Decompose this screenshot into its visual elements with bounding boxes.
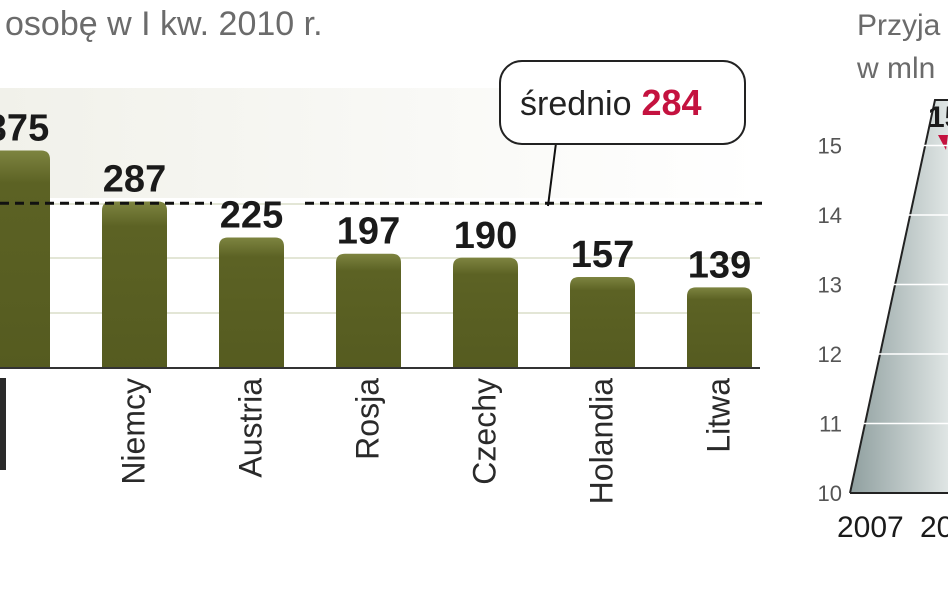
x-tick-label: 20 bbox=[920, 511, 948, 544]
y-tick-label: 15 bbox=[818, 134, 842, 159]
bar bbox=[102, 201, 167, 368]
bar bbox=[453, 257, 518, 368]
category-label: Rosja bbox=[350, 378, 386, 460]
bar-value-label: 197 bbox=[337, 211, 400, 253]
bar-value-label: 190 bbox=[454, 215, 517, 257]
average-indicator: średnio 284 bbox=[0, 60, 762, 207]
category-label: Litwa bbox=[701, 378, 737, 453]
area-outline bbox=[849, 99, 948, 494]
bar-value-label: 157 bbox=[571, 234, 634, 276]
bar-chart: osobę w I kw. 2010 r. 375 287 Niemcy 225 Aus… bbox=[0, 5, 762, 504]
peak-label: 15 bbox=[928, 101, 948, 134]
bars-group: 375 287 Niemcy 225 Austria 197 Rosja 190 Czechy 1… bbox=[0, 108, 752, 505]
bar bbox=[0, 150, 50, 368]
category-label: Holandia bbox=[584, 378, 620, 505]
chart-subtitle: w mln bbox=[856, 52, 935, 85]
category-label: Niemcy bbox=[116, 378, 152, 485]
category-label: Czechy bbox=[467, 378, 503, 485]
average-callout-pointer bbox=[547, 142, 557, 207]
y-tick-label: 14 bbox=[818, 203, 842, 228]
bar bbox=[336, 253, 401, 368]
y-tick-label: 10 bbox=[818, 481, 842, 506]
average-callout-box bbox=[499, 60, 746, 145]
area-chart: Przyja w mln 15 10 11 12 13 14 15 2007 20 bbox=[818, 9, 948, 544]
bar bbox=[570, 276, 635, 368]
average-callout-text: średnio 284 bbox=[520, 82, 702, 123]
category-label-cropped bbox=[0, 378, 6, 470]
category-label: Austria bbox=[233, 378, 269, 478]
bar-value-label: 375 bbox=[0, 108, 49, 150]
y-tick-label: 11 bbox=[819, 412, 842, 437]
bar-value-label: 139 bbox=[688, 244, 751, 286]
bar bbox=[219, 237, 284, 368]
bar-value-label: 225 bbox=[220, 195, 283, 237]
bar-value-label: 287 bbox=[103, 159, 166, 201]
y-tick-label: 12 bbox=[818, 342, 842, 367]
x-tick-label: 2007 bbox=[837, 511, 904, 544]
chart-title: osobę w I kw. 2010 r. bbox=[5, 5, 323, 43]
y-tick-label: 13 bbox=[818, 273, 842, 298]
average-value: 284 bbox=[642, 82, 702, 123]
area-fill bbox=[850, 100, 948, 493]
bar bbox=[687, 287, 752, 368]
chart-title: Przyja bbox=[857, 9, 941, 42]
